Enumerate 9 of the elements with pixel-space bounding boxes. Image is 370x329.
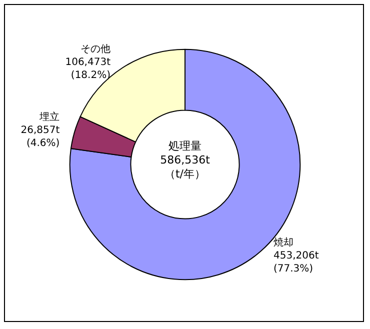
text: （t/年） (164, 168, 206, 180)
slice-label: 焼却 (273, 236, 294, 248)
data-label: 26,857t (4.6%) (20, 125, 60, 150)
slice-label: 埋立 (38, 111, 60, 124)
data-label: 106,473t (18.2%) (65, 57, 111, 82)
slice-label: その他 (80, 43, 110, 56)
data-label: 453,206t (77.3%) (273, 250, 319, 274)
text: 処理量 (168, 140, 202, 152)
text: 586,536t (160, 154, 211, 166)
